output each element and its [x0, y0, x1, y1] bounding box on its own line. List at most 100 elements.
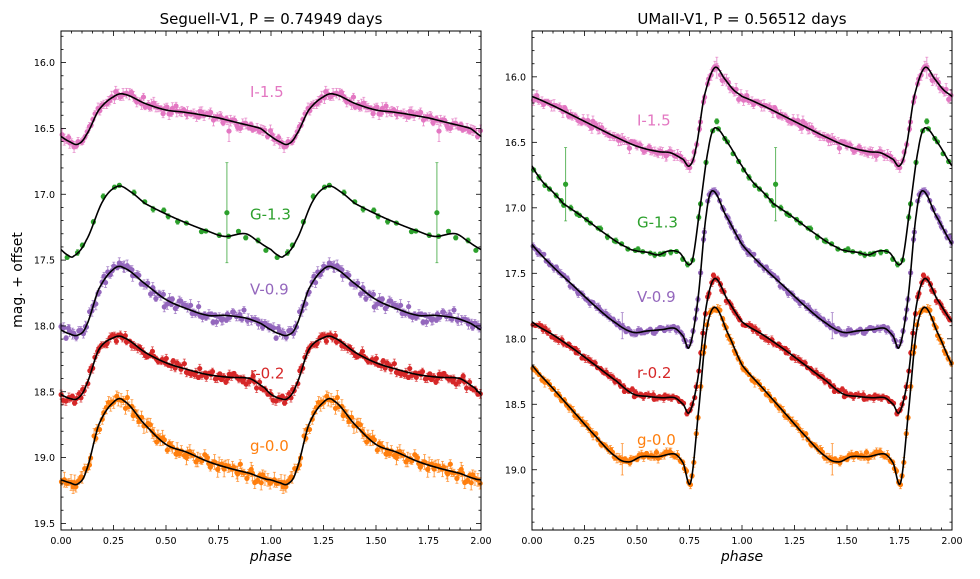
data-point: [447, 125, 453, 132]
fit-curve: [60, 92, 482, 146]
data-point: [445, 228, 452, 234]
x-tick-label: 1.25: [313, 536, 334, 547]
data-point: [281, 400, 288, 406]
x-tick-label: 1.50: [365, 536, 386, 547]
data-point: [773, 181, 779, 187]
data-point: [407, 365, 413, 372]
data-point: [338, 89, 345, 95]
data-point: [637, 142, 643, 148]
data-point: [664, 152, 670, 158]
series-I-1.5: I-1.5: [530, 56, 954, 173]
data-point: [563, 181, 569, 187]
band-label: I-1.5: [637, 111, 671, 129]
data-point: [187, 302, 194, 308]
data-point: [258, 480, 264, 486]
data-point: [288, 327, 294, 333]
data-point: [441, 370, 447, 377]
data-point: [419, 368, 426, 375]
x-tick-label: 2.00: [470, 536, 491, 547]
band-label: g-0.0: [250, 437, 289, 455]
panel-seguei-v1: SeguelI-V1, P = 0.74949 days mag. + offs…: [10, 10, 492, 565]
data-point: [380, 358, 386, 364]
x-axis-label: phase: [720, 549, 763, 565]
data-point: [283, 484, 289, 490]
x-axis-label: phase: [249, 549, 292, 565]
data-point: [237, 461, 243, 467]
data-point: [169, 296, 175, 302]
data-point: [153, 296, 159, 302]
series-r-0.2: r-0.2: [58, 330, 483, 406]
data-point: [406, 303, 412, 310]
data-point: [197, 365, 203, 372]
data-point: [235, 471, 241, 477]
data-point: [69, 393, 75, 399]
plot-area: I-1.5G-1.3V-0.9r-0.2g-0.00.00 0.25 0.50 0.7…: [505, 30, 963, 547]
data-point: [147, 422, 153, 428]
data-point: [128, 89, 135, 95]
data-point: [460, 373, 466, 379]
data-point: [178, 298, 184, 304]
x-tick-label: 0.50: [155, 536, 176, 547]
data-point: [626, 145, 633, 151]
data-point: [237, 125, 243, 132]
data-point: [371, 437, 377, 443]
data-point: [388, 298, 394, 304]
data-point: [243, 235, 249, 241]
series-G-1.3: G-1.3: [60, 162, 482, 264]
data-point: [924, 118, 930, 124]
x-tick-label: 1.00: [260, 536, 281, 547]
data-point: [434, 210, 440, 216]
data-point: [273, 398, 279, 404]
data-point: [203, 374, 209, 380]
data-point: [477, 480, 483, 486]
data-point: [173, 103, 179, 109]
x-tick-label: 0.25: [103, 536, 124, 547]
data-point: [271, 325, 277, 331]
data-point: [254, 385, 260, 391]
data-point: [373, 355, 379, 362]
data-point: [250, 373, 256, 379]
x-tick-label: 1.75: [418, 536, 439, 547]
data-point: [181, 361, 187, 367]
data-point: [71, 400, 78, 406]
series-I-1.5: I-1.5: [59, 83, 484, 153]
data-point: [379, 296, 385, 302]
data-point: [312, 279, 319, 286]
data-point: [430, 120, 436, 126]
fit-curve: [531, 127, 953, 266]
data-point: [273, 335, 279, 341]
data-point: [164, 447, 170, 453]
data-point: [170, 358, 176, 364]
data-point: [590, 118, 596, 124]
data-point: [379, 105, 385, 112]
fit-curve: [60, 335, 482, 401]
fit-curve: [60, 185, 482, 258]
data-point: [357, 422, 363, 428]
data-point: [279, 393, 285, 399]
data-point: [63, 335, 69, 341]
data-point: [323, 338, 329, 344]
data-point: [374, 447, 380, 453]
data-point: [436, 128, 442, 134]
data-point: [235, 228, 242, 234]
data-point: [370, 291, 376, 297]
plot-area: I-1.5G-1.3V-0.9r-0.2g-0.00.00 0.25 0.50 0.7…: [34, 30, 492, 547]
x-tick-label: 0.00: [50, 536, 71, 547]
data-point: [418, 109, 424, 115]
data-point: [230, 309, 237, 315]
panel-title: SeguelI-V1, P = 0.74949 days: [160, 10, 383, 28]
data-point: [800, 118, 806, 124]
data-point: [423, 319, 430, 325]
band-label: G-1.3: [637, 213, 678, 231]
data-point: [847, 142, 853, 148]
band-label: V-0.9: [250, 280, 289, 298]
data-point: [334, 394, 340, 401]
y-tick-label: 16.0: [34, 58, 55, 69]
y-tick-label: 17.0: [34, 190, 55, 201]
series-V-0.9: V-0.9: [530, 187, 954, 350]
data-point: [208, 109, 214, 115]
series-V-0.9: V-0.9: [58, 257, 482, 342]
panel-title: UMaII-V1, P = 0.56512 days: [637, 10, 846, 28]
data-point: [140, 94, 147, 100]
data-point: [464, 385, 470, 391]
